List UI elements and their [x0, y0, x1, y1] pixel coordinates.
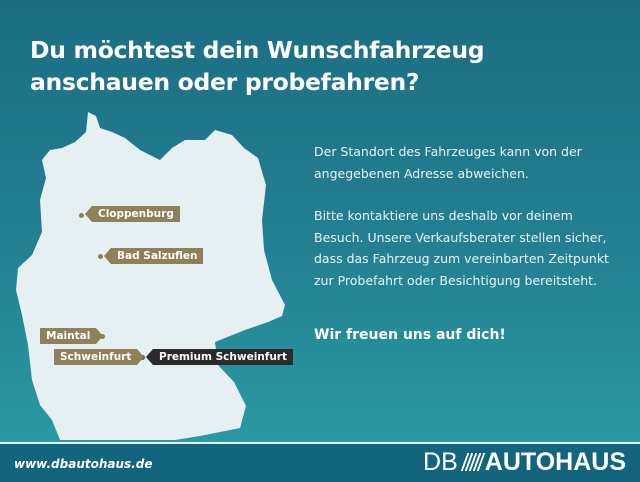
location-notice: Der Standort des Fahrzeuges kann von der… — [314, 144, 582, 181]
location-tag-cloppenburg[interactable]: Cloppenburg — [85, 206, 180, 222]
location-tag-maintal[interactable]: Maintal — [40, 328, 104, 344]
location-tag-bad-salzuflen[interactable]: Bad Salzuflen — [103, 248, 204, 264]
logo-prefix: DB — [423, 448, 458, 476]
cloppenburg-marker[interactable] — [79, 213, 84, 218]
location-tag-premium-schweinfurt[interactable]: Premium Schweinfurt — [145, 349, 294, 365]
footer: www.dbautohaus.de DB AUTOHAUS — [0, 442, 640, 482]
contact-notice: Bitte kontaktiere uns deshalb vor deinem… — [314, 208, 609, 288]
location-tag-schweinfurt[interactable]: Schweinfurt — [54, 349, 145, 365]
logo-stripes-icon — [460, 453, 486, 471]
title-line-1: Du möchtest dein Wunschfahrzeug — [30, 36, 485, 64]
bad-salzuflen-marker[interactable] — [98, 254, 103, 259]
closing-message: Wir freuen uns auf dich! — [314, 327, 506, 343]
logo-name: AUTOHAUS — [484, 448, 626, 476]
db-autohaus-logo: DB AUTOHAUS — [423, 448, 626, 477]
page-title: Du möchtest dein Wunschfahrzeug anschaue… — [30, 34, 485, 98]
website-link[interactable]: www.dbautohaus.de — [14, 457, 153, 471]
germany-shape — [16, 112, 285, 440]
title-line-2: anschauen oder probefahren? — [30, 68, 420, 96]
